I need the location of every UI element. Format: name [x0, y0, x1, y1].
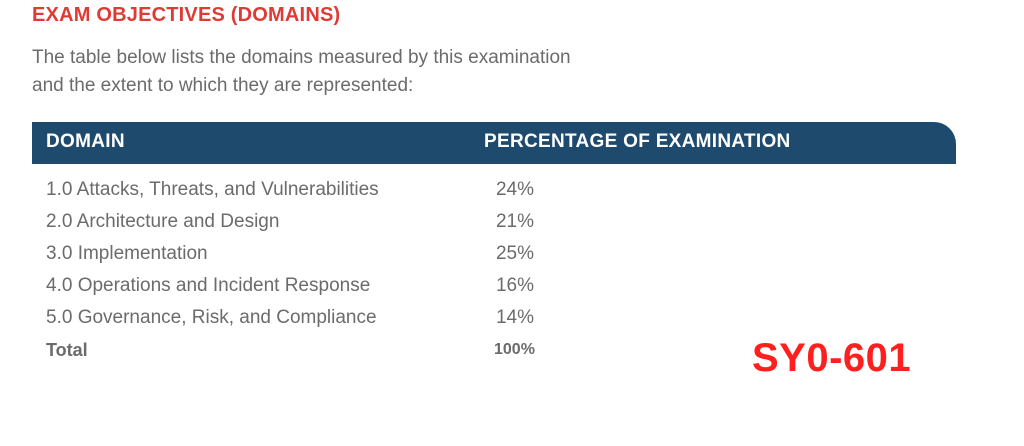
table-body: 1.0 Attacks, Threats, and Vulnerabilitie… — [0, 174, 1024, 366]
table-row: 3.0 Implementation 25% — [0, 238, 1024, 270]
table-row: 4.0 Operations and Incident Response 16% — [0, 270, 1024, 302]
domain-percentage: 25% — [495, 243, 534, 264]
domain-name: 3.0 Implementation — [46, 243, 208, 264]
domain-name: 4.0 Operations and Incident Response — [46, 275, 371, 296]
domain-name: 5.0 Governance, Risk, and Compliance — [46, 307, 377, 328]
column-header-percentage: PERCENTAGE OF EXAMINATION — [484, 131, 791, 152]
intro-line-2: and the extent to which they are represe… — [32, 75, 414, 96]
domain-name: 2.0 Architecture and Design — [46, 211, 280, 232]
domain-percentage: 21% — [495, 211, 534, 232]
column-header-domain: DOMAIN — [46, 131, 125, 152]
section-heading: EXAM OBJECTIVES (DOMAINS) — [32, 4, 341, 26]
domain-percentage: 16% — [495, 275, 534, 296]
domain-name: 1.0 Attacks, Threats, and Vulnerabilitie… — [46, 179, 379, 200]
intro-paragraph: The table below lists the domains measur… — [32, 44, 672, 100]
domain-percentage: 14% — [495, 307, 534, 328]
intro-line-1: The table below lists the domains measur… — [32, 47, 571, 68]
table-row: 1.0 Attacks, Threats, and Vulnerabilitie… — [0, 174, 1024, 206]
exam-code-label: SY0-601 — [752, 336, 912, 380]
table-row: 5.0 Governance, Risk, and Compliance 14% — [0, 302, 1024, 334]
table-total-row: Total 100% — [0, 334, 1024, 366]
table-header: DOMAIN PERCENTAGE OF EXAMINATION — [32, 122, 956, 164]
table-row: 2.0 Architecture and Design 21% — [0, 206, 1024, 238]
domain-percentage: 24% — [495, 179, 534, 200]
total-percentage: 100% — [494, 341, 535, 358]
total-label: Total — [46, 340, 88, 360]
